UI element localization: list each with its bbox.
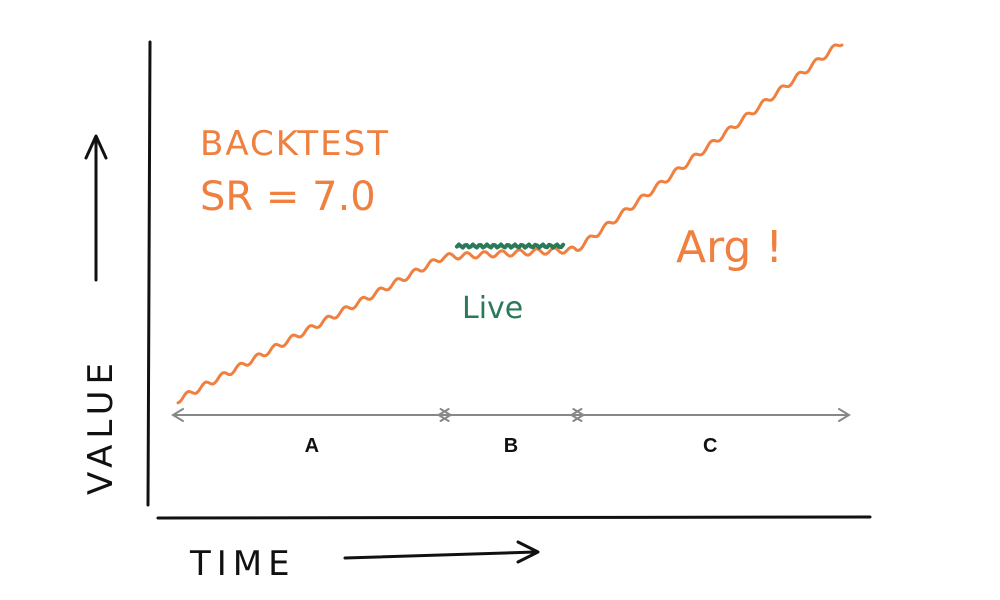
segment-b-label: B [504,435,518,457]
y-axis [146,40,152,507]
backtest-annotation: BACKTEST [200,124,390,164]
reaction-annotation: Arg ! [676,222,783,273]
segment-b-span: B [436,408,586,457]
segment-layer: A B C [171,408,851,457]
segment-c-span: C [569,408,851,457]
segment-c-label: C [703,435,717,457]
y-axis-arrow-icon [84,134,108,282]
y-axis-label: VALUE [81,357,121,495]
series-line-backtest [176,43,844,405]
segment-a-label: A [305,435,319,457]
live-annotation: Live [462,291,523,326]
segment-a-span: A [171,408,453,457]
segment-c-arrow [569,408,851,422]
x-axis [156,515,872,520]
series-line-live [454,242,566,250]
segment-a-arrow [171,408,453,422]
segment-b-arrow [436,408,586,422]
x-axis-label: TIME [189,544,296,584]
sharpe-annotation: SR = 7.0 [200,174,376,220]
x-axis-arrow-icon [343,540,540,564]
series-layer [176,43,844,405]
